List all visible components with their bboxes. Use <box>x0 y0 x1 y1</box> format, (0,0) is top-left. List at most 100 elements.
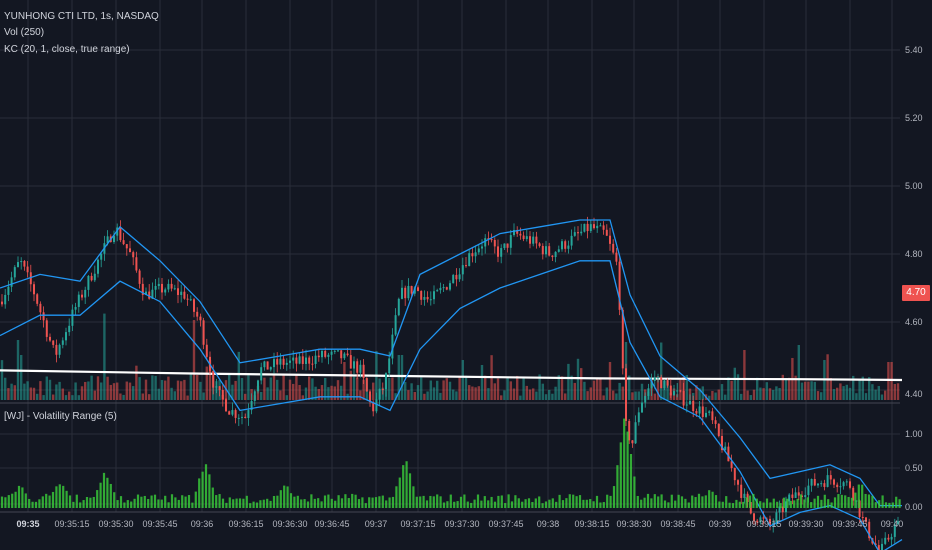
volume-bar <box>660 342 663 400</box>
volatility-bar <box>65 490 68 508</box>
candle-body <box>138 270 141 284</box>
candle-body <box>301 356 304 364</box>
candle-body <box>250 400 253 411</box>
candle-body <box>497 246 499 257</box>
volatility-bar <box>130 501 133 508</box>
volume-bar <box>288 379 292 400</box>
volatility-bar <box>204 464 208 508</box>
candle-body <box>407 285 410 299</box>
volume-bar <box>602 395 605 400</box>
volume-bar <box>452 389 455 400</box>
volatility-bar <box>531 501 534 508</box>
candle-body <box>122 240 125 245</box>
price-tick-label: 5.40 <box>905 45 923 55</box>
candle-body <box>189 299 192 301</box>
volume-bar <box>279 390 282 400</box>
volatility-bar <box>728 502 731 508</box>
volatility-bar <box>711 491 714 508</box>
volume-bar <box>356 377 359 400</box>
volatility-bar <box>497 495 500 508</box>
candle-body <box>657 377 659 379</box>
volume-bar <box>618 382 621 400</box>
price-tick-label: 5.20 <box>905 113 923 123</box>
time-axis[interactable]: 09:35 09:35:15 09:35:30 09:35:45 09:36 09:36:… <box>16 519 903 529</box>
volatility-bar <box>534 498 537 508</box>
candle-body <box>874 543 877 546</box>
candle-body <box>679 390 682 392</box>
volatility-bar <box>585 499 588 508</box>
volatility-bar <box>289 493 293 508</box>
candle-body <box>493 239 496 247</box>
candle-body <box>705 412 707 417</box>
volume-bar <box>141 393 144 400</box>
time-tick-label: 09:39 <box>709 519 732 529</box>
candle-body <box>285 362 288 365</box>
volume-bar <box>583 381 586 400</box>
volatility-bar <box>466 501 469 508</box>
volume-bar <box>135 365 138 400</box>
volatility-bar <box>215 495 218 508</box>
volatility-bar <box>45 493 48 508</box>
volume-bar <box>880 394 884 400</box>
volatility-bar <box>422 495 425 508</box>
volume-bar <box>458 376 461 400</box>
candle-body <box>692 400 695 412</box>
candle-body <box>833 479 835 485</box>
volume-bar <box>868 377 871 400</box>
volume-bar <box>788 377 791 400</box>
candle-body <box>631 440 634 444</box>
candle-body <box>516 229 519 234</box>
volume-bar <box>884 390 887 400</box>
volatility-bar <box>752 493 755 508</box>
candle-body <box>205 344 208 357</box>
volume-bar <box>183 379 186 400</box>
volume-bar <box>653 393 656 400</box>
candle-body <box>868 521 871 539</box>
symbol-legend[interactable]: YUNHONG CTI LTD, 1s, NASDAQ <box>4 11 159 22</box>
volume-bar <box>138 377 141 400</box>
volatility-bar <box>820 499 823 508</box>
volume-bar <box>327 387 330 400</box>
volatility-bar <box>415 496 418 508</box>
volume-bar <box>740 393 743 400</box>
volatility-legend[interactable]: [WJ] - Volatility Range (5) <box>4 411 117 422</box>
candle-body <box>458 274 461 280</box>
candle-body <box>842 482 845 487</box>
volatility-tick-label: 0.50 <box>905 463 923 473</box>
candle-body <box>375 399 378 412</box>
candle-body <box>17 262 19 268</box>
candle-body <box>391 334 394 359</box>
volatility-bar <box>524 499 527 508</box>
candle-body <box>23 261 26 267</box>
volume-bar <box>192 320 196 400</box>
candle-body <box>349 355 352 369</box>
volatility-bar <box>167 502 170 508</box>
candle-body <box>7 286 10 295</box>
volatility-bar <box>164 495 167 508</box>
candle-body <box>737 480 739 485</box>
volume-bar <box>125 381 128 400</box>
volume-bar <box>887 362 890 400</box>
volume-bar <box>832 389 836 400</box>
volume-bar <box>461 360 464 400</box>
volatility-bar <box>731 503 735 508</box>
volume-bar <box>119 393 122 400</box>
candle-body <box>881 543 883 550</box>
volume-bar <box>266 387 269 400</box>
volume-bar <box>528 389 532 400</box>
time-tick-label: 09:36:45 <box>314 519 349 529</box>
volatility-bar <box>694 497 697 508</box>
candle-body <box>759 517 762 523</box>
volatility-bar <box>109 483 112 508</box>
keltner-legend[interactable]: KC (20, 1, close, true range) <box>4 44 130 55</box>
candle-body <box>586 223 589 232</box>
volatility-bar <box>626 431 629 508</box>
volatility-bar <box>854 492 857 508</box>
volume-legend[interactable]: Vol (250) <box>4 27 45 38</box>
volatility-bar <box>504 503 507 508</box>
volume-bar <box>813 381 816 400</box>
volatility-bar <box>861 484 864 508</box>
time-tick-label: 09:38:45 <box>660 519 695 529</box>
price-axis[interactable]: 5.40 5.20 5.00 4.80 4.60 4.40 1.00 0.50 0.00 <box>905 45 923 512</box>
